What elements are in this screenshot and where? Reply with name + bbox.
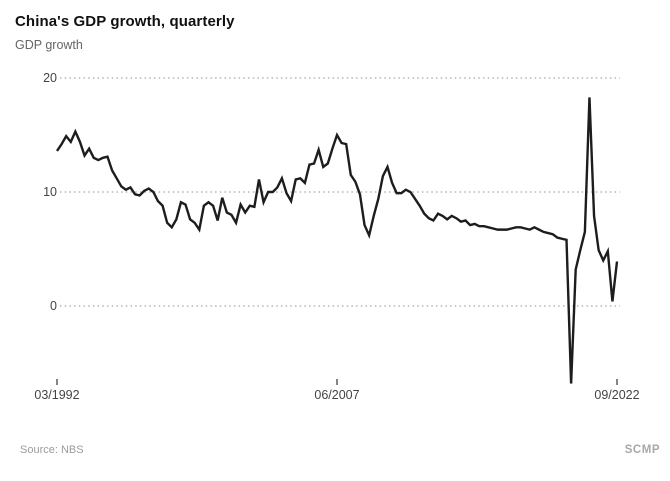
ytick-label-10: 10 — [43, 185, 57, 199]
gdp-growth-series-line — [56, 97, 619, 384]
chart-title: China's GDP growth, quarterly — [15, 13, 235, 30]
xtick-label-2007: 06/2007 — [314, 388, 359, 402]
scmp-logo: SCMP — [624, 444, 660, 456]
y-axis: 20 10 0 — [43, 71, 57, 313]
gridlines — [60, 77, 620, 307]
xtick-label-2022: 09/2022 — [594, 388, 639, 402]
chart-subtitle: GDP growth — [15, 38, 83, 52]
source-credit: Source: NBS — [20, 444, 84, 456]
gdp-line-chart: 20 10 0 03/1992 06/2007 09/2022 — [34, 71, 640, 402]
x-axis: 03/1992 06/2007 09/2022 — [34, 379, 640, 402]
xtick-label-1992: 03/1992 — [34, 388, 79, 402]
ytick-label-0: 0 — [50, 299, 57, 313]
ytick-label-20: 20 — [43, 71, 57, 85]
